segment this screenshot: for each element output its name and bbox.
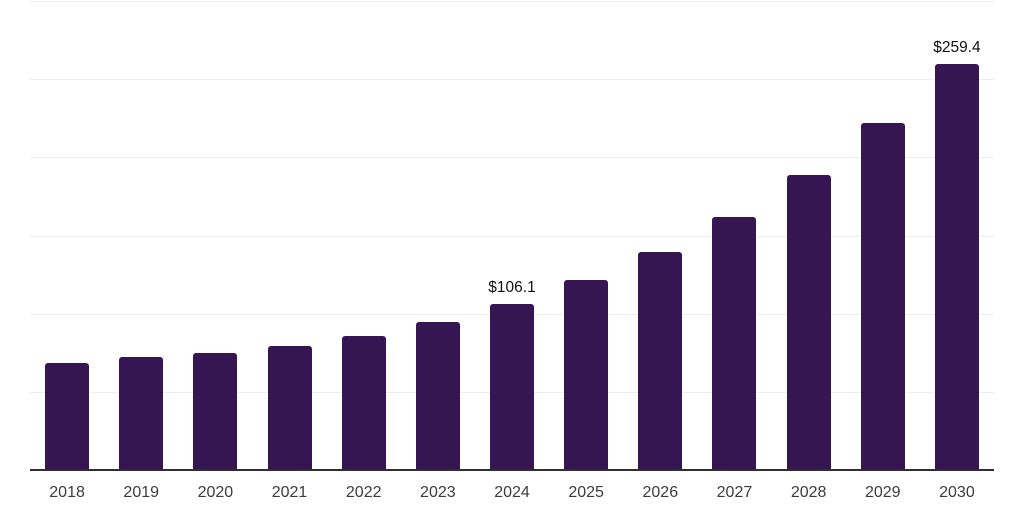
x-tick-label-2029: 2029 (864, 484, 901, 501)
bar-2027 (712, 217, 757, 470)
bar-2022 (341, 336, 386, 470)
x-tick-label-2024: 2024 (494, 484, 530, 501)
bar-2021 (267, 346, 312, 470)
bar-2029 (860, 122, 905, 470)
bar-2020 (193, 353, 238, 470)
x-tick-label-2020: 2020 (197, 484, 234, 501)
bar-2028 (786, 174, 831, 470)
bar-2026 (638, 251, 683, 470)
x-tick-label-2025: 2025 (568, 484, 604, 501)
x-tick-label-2023: 2023 (420, 484, 456, 501)
bar-2018 (45, 363, 90, 470)
gridline-150 (30, 235, 994, 237)
gridline-300 (30, 1, 994, 2)
bar-2025 (564, 280, 609, 470)
x-tick-label-2022: 2022 (345, 484, 382, 501)
x-tick-label-2021: 2021 (271, 484, 308, 501)
bar-value-label-2030: $259.4 (933, 39, 981, 57)
bar-2023 (415, 321, 460, 470)
x-tick-label-2030: 2030 (939, 484, 975, 501)
gridline-200 (30, 157, 994, 159)
x-axis-line (30, 469, 994, 471)
gridline-250 (30, 79, 994, 81)
x-tick-label-2018: 2018 (49, 484, 85, 501)
bar-value-label-2024: $106.1 (488, 279, 536, 297)
x-tick-label-2026: 2026 (642, 484, 679, 501)
x-tick-label-2019: 2019 (123, 484, 160, 501)
bar-2030 (934, 64, 979, 470)
x-tick-label-2028: 2028 (790, 484, 827, 501)
bar-2019 (119, 356, 164, 470)
bar-2024 (490, 304, 534, 470)
x-tick-label-2027: 2027 (716, 484, 753, 501)
